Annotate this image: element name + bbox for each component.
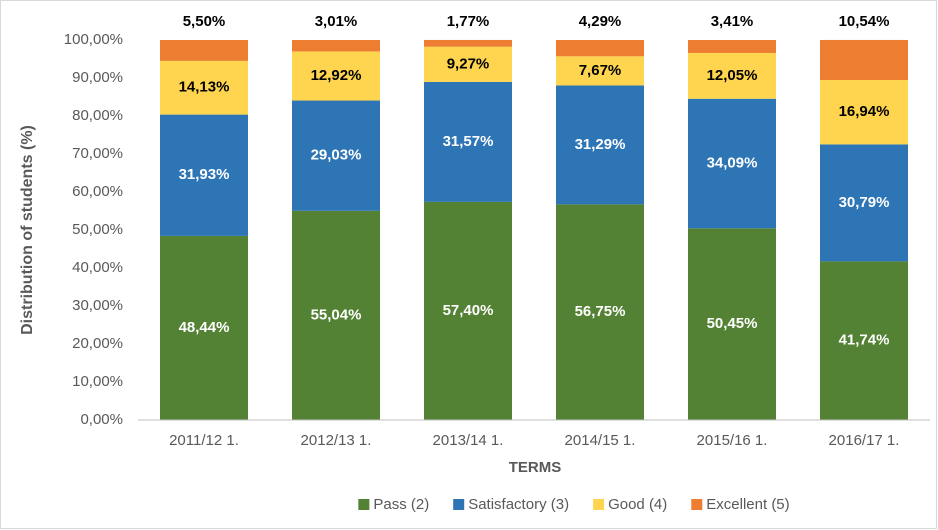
legend-swatch: [691, 499, 703, 510]
bar-segment: [424, 81, 512, 202]
legend-swatch: [358, 499, 370, 510]
y-tick-label: 30,00%: [72, 297, 123, 314]
bar-segment: [292, 40, 380, 52]
bar-segment: [160, 114, 248, 236]
data-label: 55,04%: [311, 306, 362, 323]
bar-segment: [688, 228, 776, 420]
data-label: 57,40%: [443, 302, 494, 319]
x-tick-label: 2014/15 1.: [565, 432, 636, 449]
y-tick-label: 70,00%: [72, 145, 123, 162]
data-label: 10,54%: [839, 13, 890, 30]
bar-segment: [820, 144, 908, 262]
x-tick-label: 2015/16 1.: [697, 432, 768, 449]
y-tick-label: 0,00%: [80, 411, 123, 428]
bar-segment: [556, 85, 644, 205]
bar-segment: [292, 51, 380, 101]
bar-segment: [556, 56, 644, 86]
y-tick-label: 10,00%: [72, 373, 123, 390]
legend-swatch: [593, 499, 605, 510]
legend-label: Pass (2): [373, 496, 429, 513]
data-label: 12,05%: [707, 67, 758, 84]
data-label: 31,57%: [443, 133, 494, 150]
y-tick-label: 20,00%: [72, 335, 123, 352]
data-label: 31,29%: [575, 136, 626, 153]
bar-segment: [688, 52, 776, 99]
data-label: 1,77%: [447, 13, 490, 30]
bar-segment: [556, 40, 644, 57]
legend-swatch: [453, 499, 465, 510]
x-axis-title: TERMS: [509, 459, 562, 476]
y-axis-title: Distribution of students (%): [19, 125, 36, 335]
y-tick-label: 90,00%: [72, 69, 123, 86]
bar-segment: [688, 40, 776, 53]
data-label: 29,03%: [311, 147, 362, 164]
data-label: 16,94%: [839, 103, 890, 120]
bar-segment: [292, 210, 380, 420]
bar-segment: [424, 201, 512, 420]
data-label: 5,50%: [183, 13, 226, 30]
data-label: 9,27%: [447, 55, 490, 72]
data-label: 48,44%: [179, 319, 230, 336]
data-label: 12,92%: [311, 67, 362, 84]
bar-segment: [556, 204, 644, 420]
bar-segment: [688, 98, 776, 229]
legend-label: Good (4): [608, 496, 667, 513]
x-tick-label: 2016/17 1.: [829, 432, 900, 449]
data-label: 50,45%: [707, 315, 758, 332]
data-label: 3,01%: [315, 13, 358, 30]
y-tick-label: 100,00%: [64, 31, 123, 48]
data-label: 4,29%: [579, 13, 622, 30]
y-tick-label: 50,00%: [72, 221, 123, 238]
y-tick-label: 60,00%: [72, 183, 123, 200]
data-label: 41,74%: [839, 332, 890, 349]
bar-segment: [292, 100, 380, 211]
data-label: 31,93%: [179, 166, 230, 183]
data-label: 30,79%: [839, 194, 890, 211]
x-tick-label: 2013/14 1.: [433, 432, 504, 449]
x-tick-label: 2012/13 1.: [301, 432, 372, 449]
bar-segment: [820, 39, 908, 81]
bar-segment: [820, 80, 908, 145]
bar-segment: [160, 60, 248, 115]
legend-label: Excellent (5): [706, 496, 789, 513]
data-label: 14,13%: [179, 79, 230, 96]
bar-segment: [160, 40, 248, 61]
legend-label: Satisfactory (3): [468, 496, 569, 513]
y-tick-label: 40,00%: [72, 259, 123, 276]
bar-segment: [820, 261, 908, 420]
data-label: 56,75%: [575, 303, 626, 320]
data-label: 7,67%: [579, 62, 622, 79]
data-label: 3,41%: [711, 13, 754, 30]
bar-segment: [424, 39, 512, 47]
x-tick-label: 2011/12 1.: [169, 432, 239, 449]
data-label: 34,09%: [707, 154, 758, 171]
bar-segment: [424, 46, 512, 82]
y-tick-label: 80,00%: [72, 107, 123, 124]
bar-segment: [160, 235, 248, 420]
